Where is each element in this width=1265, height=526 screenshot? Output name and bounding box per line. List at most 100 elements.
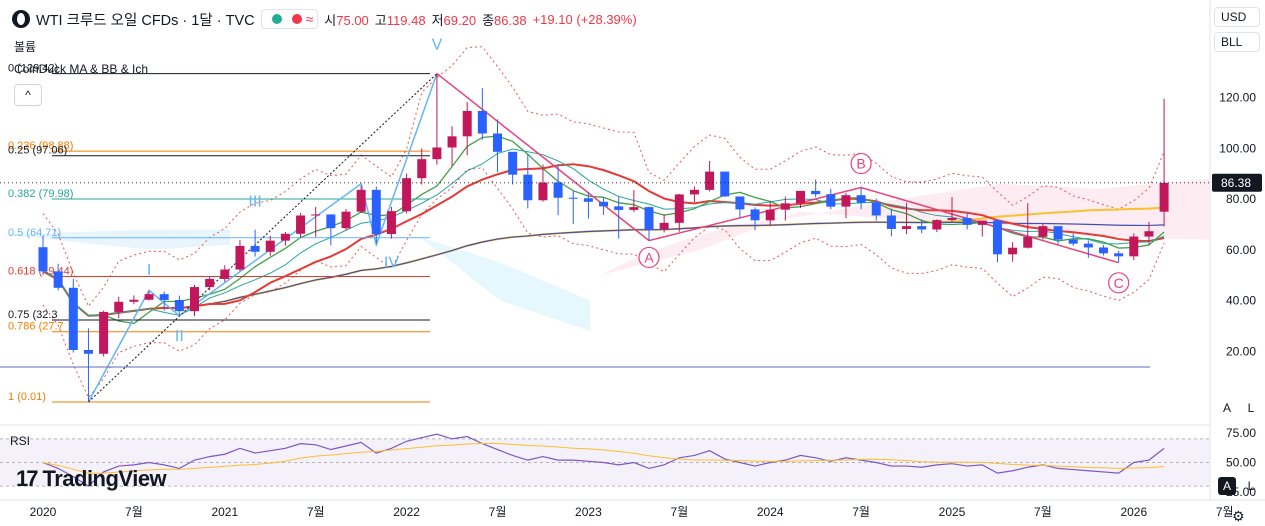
candle — [38, 235, 48, 276]
candle — [311, 206, 321, 238]
currency-selector[interactable]: USD — [1214, 7, 1260, 27]
candle — [735, 196, 745, 219]
candle-body — [1008, 247, 1018, 255]
candle-body — [886, 215, 896, 229]
candle — [508, 151, 518, 185]
candle-body — [326, 214, 336, 229]
ichimoku-cloud-bear — [600, 178, 1210, 276]
candle-body — [811, 190, 821, 195]
candle — [856, 187, 866, 210]
wave-label-circle — [850, 152, 872, 175]
wave-label: III — [248, 194, 261, 211]
price-axis-tick: 20.00 — [1226, 344, 1256, 358]
candle-body — [932, 220, 942, 230]
candle — [493, 119, 502, 173]
candle-body — [1144, 231, 1154, 237]
candle-body — [371, 189, 381, 235]
candle — [750, 207, 760, 231]
price-axis-tick: 80.00 — [1226, 192, 1256, 206]
fib-level-label: 0.75 (32.3 — [8, 309, 58, 321]
candle-body — [826, 194, 836, 207]
candle — [780, 196, 790, 221]
candle-body — [83, 349, 93, 354]
rsi-auto-scale-button[interactable]: A — [1218, 477, 1236, 495]
wave-label: II — [175, 328, 184, 345]
candle — [83, 328, 93, 402]
candle-body — [1083, 243, 1093, 248]
candle-body — [947, 218, 957, 221]
candle-body — [144, 294, 154, 300]
tradingview-mark-icon: 17 — [16, 466, 39, 491]
candle-body — [659, 222, 669, 230]
candle-body — [1129, 236, 1139, 257]
time-axis-tick: 7월 — [670, 505, 688, 519]
candle — [1053, 226, 1063, 245]
candle — [99, 310, 109, 357]
candle-body — [614, 206, 624, 210]
candle — [235, 240, 245, 272]
wave-label: C — [1114, 275, 1124, 291]
candle — [644, 206, 654, 241]
candle — [477, 88, 487, 140]
wave-label: V — [432, 36, 443, 53]
rsi-log-scale-button[interactable]: L — [1247, 479, 1255, 493]
candle — [326, 214, 336, 246]
candle — [932, 219, 942, 232]
auto-scale-button[interactable]: A — [1222, 401, 1231, 415]
candle — [538, 164, 548, 202]
rsi-ma-line — [42, 442, 1165, 474]
collapse-legend-button[interactable]: ^ — [14, 84, 42, 106]
candle — [871, 198, 881, 221]
candle-body — [220, 269, 230, 279]
ma-green-line — [42, 135, 1165, 325]
candle-body — [796, 190, 805, 204]
candle — [265, 235, 275, 256]
candle — [1129, 233, 1139, 261]
candle-body — [296, 215, 306, 234]
symbol-logo-icon — [12, 10, 30, 28]
candle-body — [432, 147, 442, 160]
candle-body — [447, 136, 457, 148]
candle-body — [629, 207, 639, 210]
ichimoku-cloud-bull — [420, 237, 590, 331]
gear-icon[interactable]: ⚙ — [1232, 508, 1245, 524]
candle-body — [674, 194, 684, 223]
fib-level-label: 0.786 (27.7 — [8, 321, 64, 333]
tradingview-logo[interactable]: 17 TradingView — [16, 466, 167, 492]
volume-legend[interactable]: 볼륨 — [14, 40, 37, 54]
price-axis-tick: 120.00 — [1219, 91, 1256, 105]
candle — [1008, 242, 1018, 262]
unit-selector[interactable]: BLL — [1214, 32, 1260, 52]
market-status-pill[interactable]: ≈ — [260, 9, 319, 29]
candle — [280, 231, 290, 246]
rsi-axis-tick: 75.00 — [1226, 426, 1256, 440]
ohlc-open: 시75.00 — [324, 12, 369, 28]
candle-body — [265, 240, 275, 252]
log-scale-button[interactable]: L — [1247, 401, 1255, 415]
symbol-title[interactable]: WTI 크루드 오일 CFDs · 1달 · TVC — [36, 12, 255, 29]
indicator-legend[interactable]: CoinDuck MA & BB & Ich — [14, 62, 149, 76]
candle-body — [583, 198, 593, 202]
candle — [1159, 98, 1169, 227]
wave-label-circle — [1108, 272, 1130, 294]
candle-body — [644, 207, 654, 230]
candle-body — [38, 247, 48, 272]
candle-body — [477, 110, 487, 134]
candle — [796, 190, 805, 209]
ohlc-high: 고119.48 — [374, 12, 426, 28]
last-price-tag — [1212, 173, 1262, 192]
candle-body — [280, 233, 290, 241]
candle — [1023, 203, 1033, 249]
candle-body — [1114, 253, 1124, 257]
candle-body — [902, 226, 912, 229]
candle-body — [538, 182, 548, 201]
candle-body — [1053, 226, 1063, 240]
candle-body — [599, 201, 609, 207]
candle-body — [417, 159, 427, 179]
fib-level-label: 0.382 (79.98) — [8, 188, 73, 200]
time-axis-tick: 2024 — [757, 505, 784, 519]
candle — [886, 208, 896, 237]
candle-body — [508, 151, 518, 175]
rsi-legend[interactable]: RSI — [10, 434, 31, 448]
